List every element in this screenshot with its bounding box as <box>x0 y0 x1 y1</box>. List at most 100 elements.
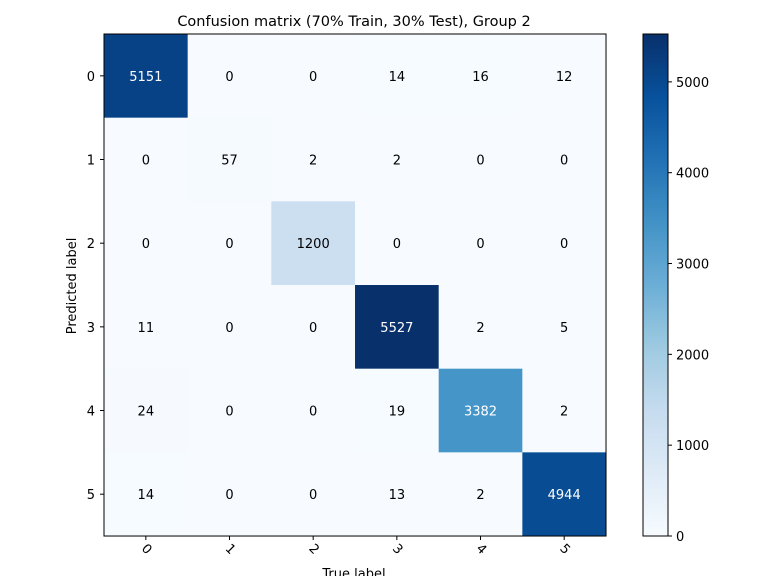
heatmap-cell-r3-c3 <box>355 285 440 370</box>
heatmap-cell-r3-c1 <box>187 285 272 370</box>
cell-value-r1-c1: 57 <box>221 154 238 169</box>
colorbar-tick-label-1: 1000 <box>676 439 709 454</box>
cell-value-r4-c4: 3382 <box>464 405 497 420</box>
colorbar <box>642 33 669 537</box>
heatmap-cell-r5-c1 <box>187 452 272 537</box>
cell-value-r3-c4: 2 <box>476 321 484 336</box>
x-tick-label-4: 4 <box>473 541 489 557</box>
x-tick-label-0: 0 <box>138 541 154 557</box>
cell-value-r2-c2: 1200 <box>297 237 330 252</box>
cell-value-r2-c0: 0 <box>142 237 150 252</box>
heatmap-cell-r4-c4 <box>438 368 523 453</box>
heatmap-cell-r4-c3 <box>355 368 440 453</box>
cell-value-r4-c2: 0 <box>309 405 317 420</box>
x-tick-label-2: 2 <box>305 541 321 557</box>
cell-value-r0-c1: 0 <box>225 70 233 85</box>
x-tick-label-1: 1 <box>222 541 238 557</box>
cell-value-r1-c0: 0 <box>142 154 150 169</box>
heatmap-cell-r5-c4 <box>438 452 523 537</box>
heatmap-cell-r0-c5 <box>522 34 607 119</box>
cell-value-r2-c4: 0 <box>476 237 484 252</box>
cell-value-r2-c3: 0 <box>393 237 401 252</box>
cell-value-r3-c5: 5 <box>560 321 568 336</box>
cell-value-r0-c5: 12 <box>556 70 573 85</box>
heatmap-cell-r2-c5 <box>522 201 607 286</box>
cell-value-r3-c3: 5527 <box>380 321 413 336</box>
cell-value-r3-c2: 0 <box>309 321 317 336</box>
y-axis-label: Predicted label <box>65 238 80 335</box>
heatmap-cell-r5-c5 <box>522 452 607 537</box>
heatmap-cell-r5-c0 <box>104 452 189 537</box>
heatmap-cells <box>104 34 607 537</box>
heatmap-cell-r0-c4 <box>438 34 523 119</box>
heatmap-cell-r5-c3 <box>355 452 440 537</box>
heatmap-cell-r2-c3 <box>355 201 440 286</box>
heatmap-cell-r0-c2 <box>271 34 356 119</box>
y-tick-label-1: 1 <box>87 154 95 169</box>
cell-value-r2-c1: 0 <box>225 237 233 252</box>
cell-value-r1-c5: 0 <box>560 154 568 169</box>
cell-value-r4-c1: 0 <box>225 405 233 420</box>
cell-value-r4-c0: 24 <box>138 405 155 420</box>
colorbar-tick-label-3: 3000 <box>676 258 709 273</box>
heatmap-cell-r4-c2 <box>271 368 356 453</box>
cell-value-r5-c4: 2 <box>476 488 484 503</box>
cell-value-r1-c2: 2 <box>309 154 317 169</box>
colorbar-tick-label-4: 4000 <box>676 167 709 182</box>
y-tick-label-3: 3 <box>87 321 95 336</box>
cell-value-r5-c3: 13 <box>389 488 406 503</box>
y-tick-label-0: 0 <box>87 70 95 85</box>
heatmap-cell-r4-c5 <box>522 368 607 453</box>
cell-value-r4-c5: 2 <box>560 405 568 420</box>
heatmap-cell-r0-c3 <box>355 34 440 119</box>
heatmap-cell-r1-c2 <box>271 117 356 202</box>
cell-value-r1-c3: 2 <box>393 154 401 169</box>
chart-title: Confusion matrix (70% Train, 30% Test), … <box>177 14 530 30</box>
cell-value-r2-c5: 0 <box>560 237 568 252</box>
plot-frame <box>103 33 607 537</box>
heatmap-cell-r2-c0 <box>104 201 189 286</box>
cell-value-r5-c1: 0 <box>225 488 233 503</box>
cell-value-r3-c0: 11 <box>138 321 155 336</box>
colorbar-tick-label-0: 0 <box>676 530 684 545</box>
heatmap-cell-r1-c5 <box>522 117 607 202</box>
heatmap-cell-r3-c2 <box>271 285 356 370</box>
cell-value-r4-c3: 19 <box>389 405 406 420</box>
x-tick-label-5: 5 <box>556 541 572 557</box>
heatmap-cell-r4-c0 <box>104 368 189 453</box>
y-axis-ticks: 0 1 2 3 4 5 <box>87 70 104 503</box>
x-tick-label-3: 3 <box>389 541 405 557</box>
cell-value-r0-c2: 0 <box>309 70 317 85</box>
heatmap-cell-r3-c5 <box>522 285 607 370</box>
heatmap-cell-r2-c2 <box>271 201 356 286</box>
heatmap-cell-r0-c0 <box>104 34 189 119</box>
cell-value-r5-c0: 14 <box>138 488 155 503</box>
heatmap-cell-r1-c3 <box>355 117 440 202</box>
colorbar-tick-label-2: 2000 <box>676 348 709 363</box>
cell-value-r3-c1: 0 <box>225 321 233 336</box>
colorbar-ticks: 0 1000 2000 3000 4000 5000 <box>668 76 709 545</box>
heatmap-cell-r1-c0 <box>104 117 189 202</box>
heatmap-cell-r2-c1 <box>187 201 272 286</box>
y-tick-label-4: 4 <box>87 405 95 420</box>
cell-value-r1-c4: 0 <box>476 154 484 169</box>
cell-value-r5-c5: 4944 <box>548 488 581 503</box>
heatmap-cell-r5-c2 <box>271 452 356 537</box>
y-tick-label-5: 5 <box>87 488 95 503</box>
y-tick-label-2: 2 <box>87 237 95 252</box>
heatmap-cell-r1-c4 <box>438 117 523 202</box>
heatmap-cell-r3-c4 <box>438 285 523 370</box>
heatmap-cell-r2-c4 <box>438 201 523 286</box>
cell-value-r5-c2: 0 <box>309 488 317 503</box>
x-axis-ticks: 0 1 2 3 4 5 <box>138 536 573 558</box>
heatmap-cell-labels: 5151 0 0 14 16 120 57 2 2 0 00 0 1200 0 0 011 0 0 5527 2 524… <box>129 70 580 503</box>
cell-value-r0-c3: 14 <box>389 70 406 85</box>
heatmap-cell-r3-c0 <box>104 285 189 370</box>
heatmap-cell-r1-c1 <box>187 117 272 202</box>
x-axis-label: True label <box>321 567 385 576</box>
colorbar-tick-label-5: 5000 <box>676 76 709 91</box>
cell-value-r0-c4: 16 <box>472 70 489 85</box>
heatmap-cell-r0-c1 <box>187 34 272 119</box>
